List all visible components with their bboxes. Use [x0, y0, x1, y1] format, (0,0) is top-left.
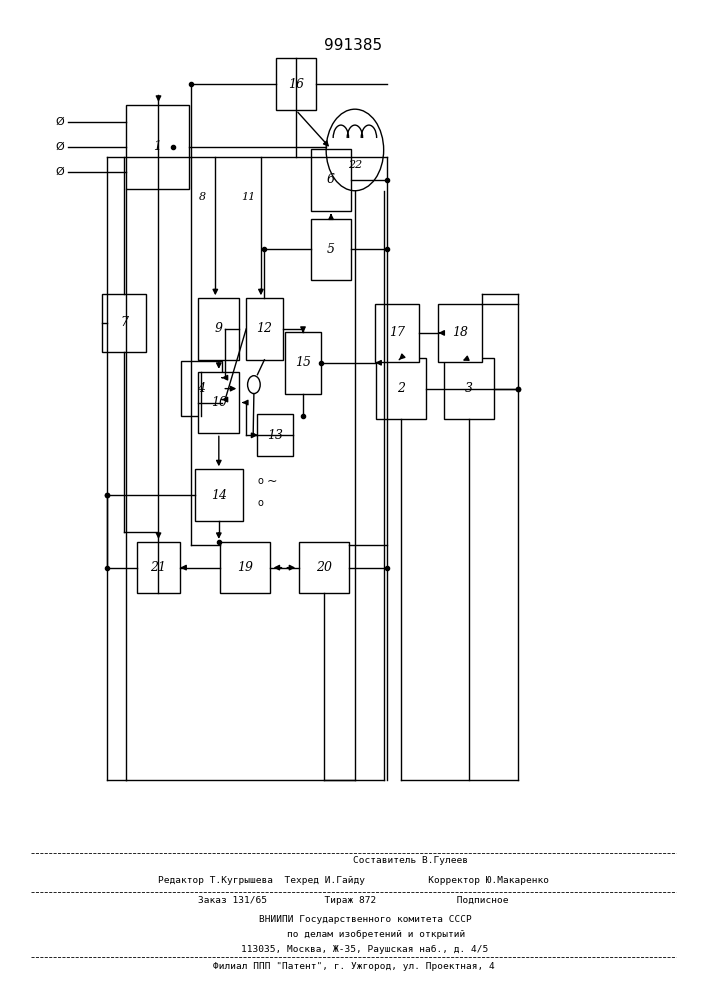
FancyBboxPatch shape — [126, 105, 189, 189]
Text: 8: 8 — [199, 192, 206, 202]
FancyBboxPatch shape — [246, 298, 283, 360]
Text: 991385: 991385 — [325, 38, 382, 53]
FancyBboxPatch shape — [438, 304, 482, 362]
Text: 6: 6 — [327, 173, 335, 186]
Text: 10: 10 — [211, 396, 227, 409]
FancyBboxPatch shape — [310, 219, 351, 280]
Text: 20: 20 — [316, 561, 332, 574]
Text: Ø: Ø — [55, 167, 64, 177]
Text: Заказ 131/65          Тираж 872              Подписное: Заказ 131/65 Тираж 872 Подписное — [198, 896, 509, 905]
Text: 13: 13 — [267, 429, 283, 442]
Text: 1: 1 — [153, 140, 161, 153]
Text: 12: 12 — [257, 322, 272, 335]
Text: Ø: Ø — [55, 142, 64, 152]
Text: 2: 2 — [397, 382, 405, 395]
Text: 4: 4 — [197, 382, 205, 395]
Text: 5: 5 — [327, 243, 335, 256]
Text: ВНИИПИ Государственного комитета СССР: ВНИИПИ Государственного комитета СССР — [235, 915, 472, 924]
Text: 3: 3 — [465, 382, 473, 395]
Text: 14: 14 — [211, 489, 227, 502]
Text: Филиал ППП "Патент", г. Ужгород, ул. Проектная, 4: Филиал ППП "Патент", г. Ужгород, ул. Про… — [213, 962, 494, 971]
Text: Ø: Ø — [55, 117, 64, 127]
FancyBboxPatch shape — [195, 469, 243, 521]
FancyBboxPatch shape — [444, 358, 494, 419]
FancyBboxPatch shape — [220, 542, 270, 593]
Text: 7: 7 — [120, 316, 128, 329]
Text: 15: 15 — [295, 356, 311, 369]
Text: 9: 9 — [215, 322, 223, 335]
Text: Составитель В.Гулеев: Составитель В.Гулеев — [238, 856, 469, 865]
Text: 11: 11 — [241, 192, 255, 202]
Text: o: o — [257, 498, 263, 508]
FancyBboxPatch shape — [136, 542, 180, 593]
FancyBboxPatch shape — [103, 294, 146, 352]
FancyBboxPatch shape — [181, 361, 221, 416]
Text: ~: ~ — [267, 475, 277, 488]
FancyBboxPatch shape — [376, 358, 426, 419]
Text: 22: 22 — [348, 160, 362, 170]
FancyBboxPatch shape — [276, 58, 316, 110]
FancyBboxPatch shape — [257, 414, 293, 456]
FancyBboxPatch shape — [375, 304, 419, 362]
FancyBboxPatch shape — [199, 298, 239, 360]
Text: 113035, Москва, Ж-35, Раушская наб., д. 4/5: 113035, Москва, Ж-35, Раушская наб., д. … — [218, 945, 489, 954]
FancyBboxPatch shape — [199, 372, 239, 433]
FancyBboxPatch shape — [310, 149, 351, 211]
Text: 19: 19 — [237, 561, 253, 574]
Text: 21: 21 — [151, 561, 166, 574]
Text: Редактор Т.Кугрышева  Техред И.Гайду           Корректор Ю.Макаренко: Редактор Т.Кугрышева Техред И.Гайду Корр… — [158, 876, 549, 885]
Text: по делам изобретений и открытий: по делам изобретений и открытий — [241, 930, 466, 939]
Text: 18: 18 — [452, 326, 468, 339]
Text: 17: 17 — [389, 326, 405, 339]
Text: 16: 16 — [288, 78, 304, 91]
FancyBboxPatch shape — [285, 332, 321, 394]
FancyBboxPatch shape — [299, 542, 349, 593]
Text: o: o — [257, 476, 263, 486]
